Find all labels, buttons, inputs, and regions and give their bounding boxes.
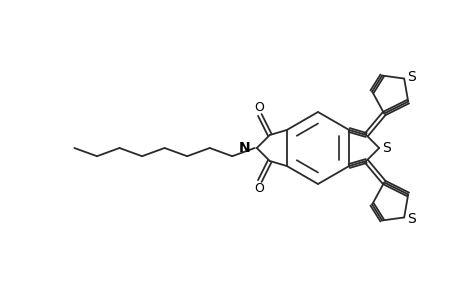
Text: O: O (253, 182, 263, 196)
Text: N: N (239, 141, 250, 155)
Text: S: S (406, 70, 414, 84)
Text: S: S (406, 212, 414, 226)
Text: S: S (381, 141, 390, 155)
Text: O: O (253, 100, 263, 113)
